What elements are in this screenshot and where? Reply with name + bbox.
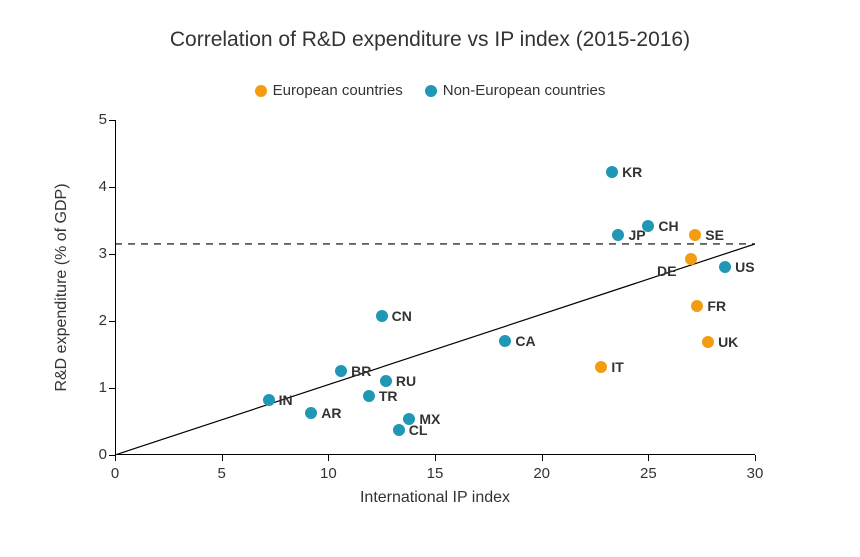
x-tick-label: 10 xyxy=(313,465,343,482)
legend-label-european: European countries xyxy=(273,82,403,99)
data-point-in xyxy=(263,394,275,406)
y-tick xyxy=(109,120,115,121)
data-point-label-uk: UK xyxy=(718,334,738,350)
data-point-label-ru: RU xyxy=(396,373,416,389)
legend-item-european: European countries xyxy=(255,82,403,99)
data-point-label-in: IN xyxy=(279,392,293,408)
x-tick xyxy=(755,455,756,461)
legend-item-non-european: Non-European countries xyxy=(425,82,606,99)
y-tick-label: 1 xyxy=(79,379,107,396)
legend-marker-european xyxy=(255,85,267,97)
x-tick xyxy=(648,455,649,461)
data-point-kr xyxy=(606,166,618,178)
data-point-label-tr: TR xyxy=(379,388,398,404)
data-point-tr xyxy=(363,390,375,402)
x-axis-title: International IP index xyxy=(115,489,755,507)
data-point-label-it: IT xyxy=(611,359,623,375)
dashed-ref-line xyxy=(115,120,755,455)
data-point-jp xyxy=(612,229,624,241)
data-point-label-cn: CN xyxy=(392,308,412,324)
data-point-ru xyxy=(380,375,392,387)
y-tick-label: 5 xyxy=(79,111,107,128)
chart-container: Correlation of R&D expenditure vs IP ind… xyxy=(0,0,860,557)
x-tick xyxy=(328,455,329,461)
y-tick xyxy=(109,187,115,188)
y-axis-line xyxy=(115,120,116,455)
y-axis-title: R&D expenditure (% of GDP) xyxy=(53,120,71,455)
data-point-br xyxy=(335,365,347,377)
chart-title: Correlation of R&D expenditure vs IP ind… xyxy=(0,28,860,52)
y-tick-label: 3 xyxy=(79,245,107,262)
x-tick-label: 30 xyxy=(740,465,770,482)
y-tick-label: 0 xyxy=(79,446,107,463)
legend: European countries Non-European countrie… xyxy=(0,82,860,99)
data-point-mx xyxy=(403,413,415,425)
trend-line xyxy=(115,120,755,455)
x-tick xyxy=(542,455,543,461)
y-tick xyxy=(109,254,115,255)
data-point-ar xyxy=(305,407,317,419)
data-point-ca xyxy=(499,335,511,347)
y-tick-label: 4 xyxy=(79,178,107,195)
data-point-label-br: BR xyxy=(351,363,371,379)
data-point-label-fr: FR xyxy=(707,298,726,314)
legend-marker-non-european xyxy=(425,85,437,97)
data-point-label-de: DE xyxy=(657,263,676,279)
data-point-de xyxy=(685,253,697,265)
x-tick-label: 20 xyxy=(527,465,557,482)
data-point-label-ch: CH xyxy=(658,218,678,234)
legend-label-non-european: Non-European countries xyxy=(443,82,606,99)
y-tick-label: 2 xyxy=(79,312,107,329)
data-point-label-se: SE xyxy=(705,227,724,243)
x-tick-label: 15 xyxy=(420,465,450,482)
x-tick xyxy=(222,455,223,461)
data-point-fr xyxy=(691,300,703,312)
data-point-label-us: US xyxy=(735,259,754,275)
data-point-label-ar: AR xyxy=(321,405,341,421)
x-tick xyxy=(115,455,116,461)
data-point-us xyxy=(719,261,731,273)
y-tick xyxy=(109,321,115,322)
data-point-cl xyxy=(393,424,405,436)
x-tick-label: 25 xyxy=(633,465,663,482)
plot-area: 051015202530012345International IP index… xyxy=(115,120,755,455)
data-point-cn xyxy=(376,310,388,322)
data-point-it xyxy=(595,361,607,373)
x-tick-label: 0 xyxy=(100,465,130,482)
y-tick xyxy=(109,455,115,456)
data-point-se xyxy=(689,229,701,241)
data-point-uk xyxy=(702,336,714,348)
data-point-label-mx: MX xyxy=(419,411,440,427)
x-tick xyxy=(435,455,436,461)
data-point-ch xyxy=(642,220,654,232)
data-point-label-ca: CA xyxy=(515,333,535,349)
x-tick-label: 5 xyxy=(207,465,237,482)
y-tick xyxy=(109,388,115,389)
data-point-label-kr: KR xyxy=(622,164,642,180)
